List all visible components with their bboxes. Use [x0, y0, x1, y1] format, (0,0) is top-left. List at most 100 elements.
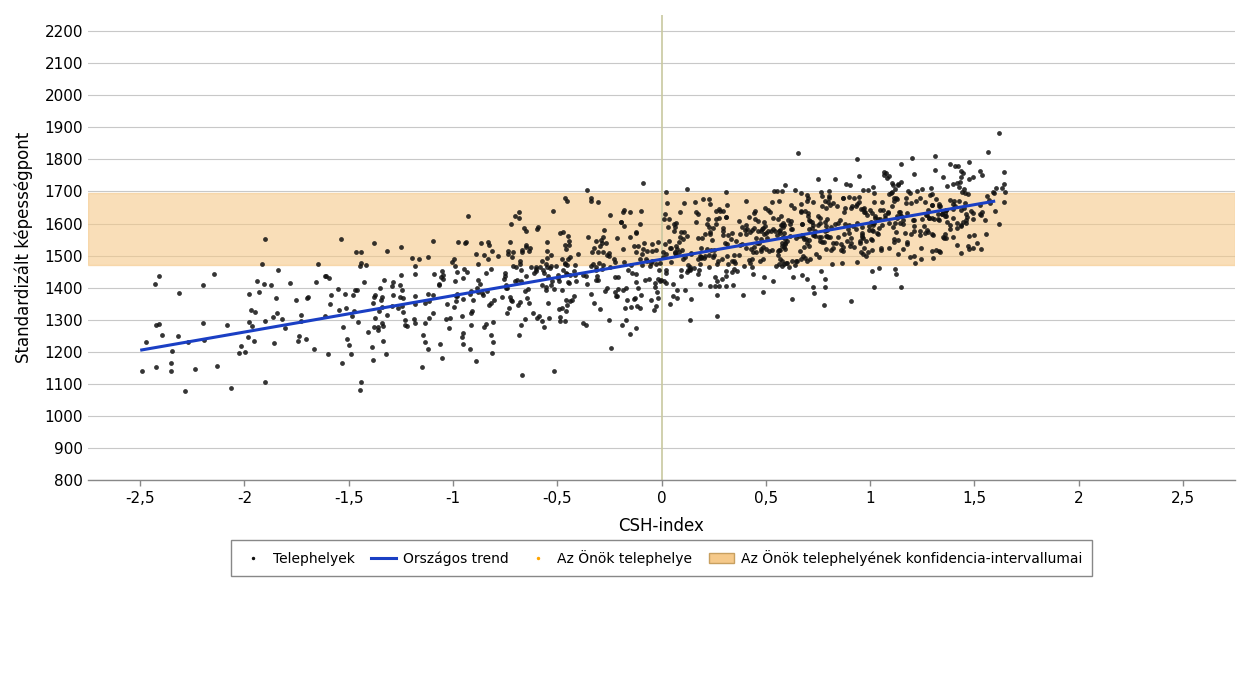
- Point: [854, 185, 874, 196]
- Point: [716, 280, 736, 291]
- Point: [488, 250, 508, 261]
- Point: [600, 209, 620, 220]
- Point: [614, 204, 634, 215]
- Point: [834, 228, 854, 239]
- Point: [825, 219, 845, 230]
- Point: [344, 306, 364, 317]
- Point: [390, 291, 410, 302]
- Point: [665, 217, 685, 228]
- Point: [619, 264, 639, 275]
- Point: [824, 243, 844, 254]
- Point: [932, 205, 952, 216]
- Point: [480, 330, 500, 341]
- Point: [674, 226, 694, 237]
- Point: [769, 245, 789, 256]
- Point: [699, 221, 719, 232]
- Point: [691, 242, 711, 253]
- Point: [690, 278, 710, 289]
- Point: [910, 229, 930, 240]
- Point: [700, 228, 720, 239]
- Point: [878, 206, 898, 217]
- Point: [935, 207, 955, 218]
- Point: [671, 271, 691, 282]
- Point: [875, 210, 895, 221]
- Point: [949, 181, 969, 192]
- Point: [768, 230, 788, 241]
- Point: [952, 187, 972, 198]
- Point: [614, 284, 634, 295]
- Point: [309, 258, 329, 269]
- Point: [944, 232, 964, 243]
- Point: [862, 235, 882, 246]
- Point: [552, 285, 572, 296]
- Point: [776, 258, 796, 269]
- Point: [949, 196, 969, 207]
- Point: [526, 265, 546, 276]
- Point: [786, 233, 806, 244]
- Point: [530, 261, 550, 272]
- Point: [177, 337, 198, 348]
- Point: [810, 212, 830, 223]
- Point: [955, 209, 975, 220]
- Point: [346, 284, 366, 295]
- Point: [819, 185, 839, 196]
- Point: [985, 205, 1005, 216]
- Point: [926, 245, 946, 256]
- Point: [659, 213, 679, 224]
- Point: [902, 214, 922, 225]
- Point: [541, 260, 561, 271]
- Point: [145, 279, 165, 290]
- Point: [734, 260, 754, 271]
- Point: [588, 247, 608, 258]
- Point: [440, 313, 460, 324]
- Point: [680, 263, 700, 274]
- Point: [956, 215, 976, 226]
- Point: [334, 322, 354, 333]
- Point: [881, 186, 901, 197]
- Point: [916, 210, 936, 221]
- Point: [248, 275, 268, 286]
- Point: [510, 206, 530, 217]
- Point: [372, 321, 392, 332]
- Point: [782, 293, 802, 304]
- Point: [971, 210, 991, 221]
- Point: [849, 196, 869, 207]
- Point: [365, 313, 385, 324]
- Point: [545, 284, 565, 295]
- Point: [635, 238, 655, 249]
- Point: [621, 302, 641, 313]
- Point: [936, 205, 956, 216]
- Point: [980, 197, 1000, 208]
- Point: [506, 262, 526, 273]
- Point: [445, 291, 465, 302]
- Point: [884, 221, 904, 232]
- Point: [444, 254, 464, 264]
- Point: [365, 289, 385, 300]
- Point: [405, 261, 425, 272]
- Point: [217, 319, 238, 330]
- Point: [946, 218, 966, 229]
- Point: [508, 274, 528, 285]
- Point: [576, 270, 596, 281]
- Point: [576, 279, 596, 290]
- Point: [695, 229, 715, 240]
- Point: [481, 297, 501, 308]
- Point: [384, 289, 404, 300]
- Point: [859, 247, 879, 258]
- Point: [818, 196, 838, 207]
- Point: [611, 216, 631, 227]
- Point: [888, 193, 908, 204]
- Point: [785, 260, 805, 271]
- Point: [626, 246, 646, 257]
- Point: [369, 306, 389, 317]
- Point: [922, 253, 942, 264]
- Point: [844, 241, 864, 252]
- Point: [798, 210, 818, 221]
- Point: [752, 254, 772, 264]
- Point: [716, 212, 736, 223]
- Point: [448, 289, 468, 300]
- Point: [521, 261, 541, 272]
- Point: [535, 321, 555, 332]
- Point: [528, 312, 548, 323]
- Point: [815, 281, 835, 292]
